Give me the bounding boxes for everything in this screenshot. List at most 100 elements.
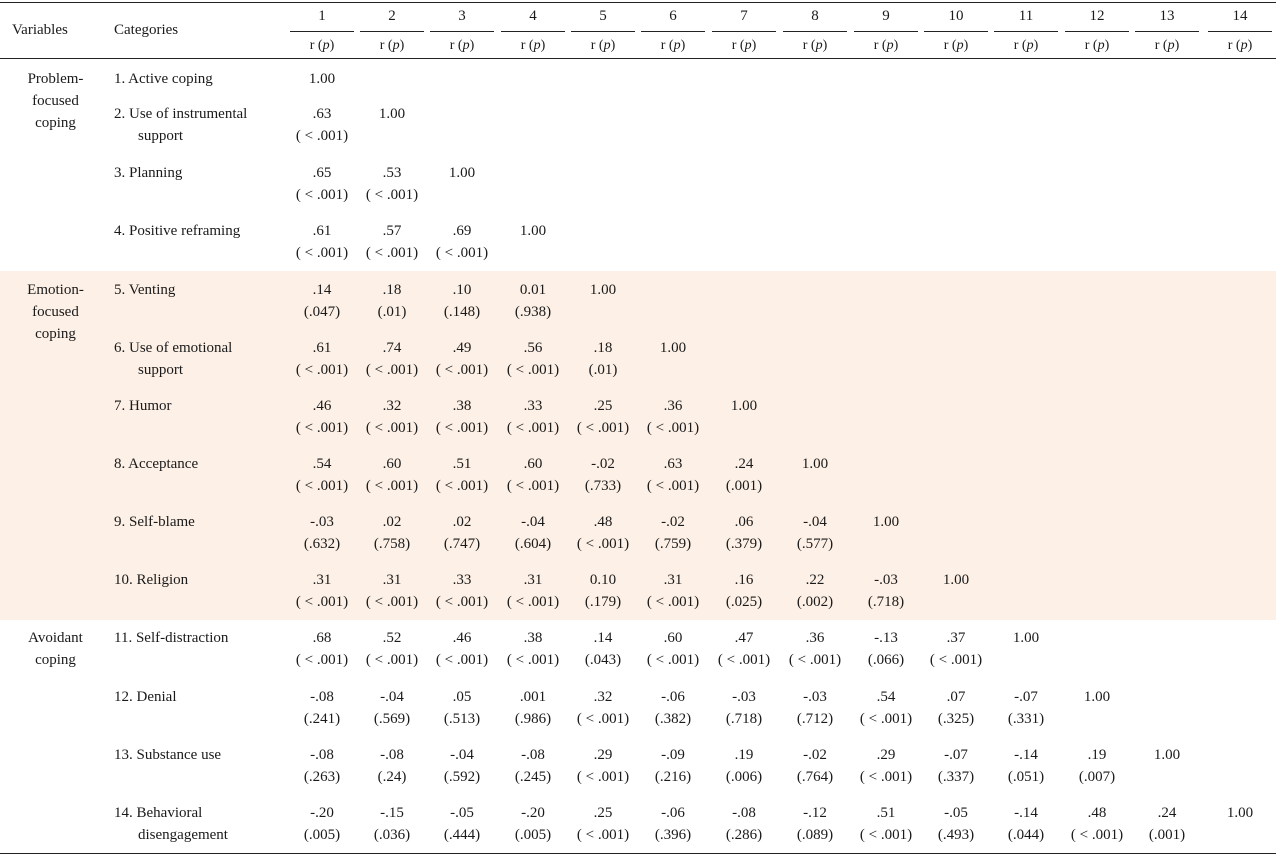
cell-p-value: (.036) xyxy=(373,827,411,843)
cell-p-value: ( < .001) xyxy=(365,652,419,668)
cell-p-value: (.712) xyxy=(796,711,834,727)
cell-p-value: ( < .001) xyxy=(295,245,349,261)
category-line: 4. Positive reframing xyxy=(114,223,241,239)
table-cell: .74 ( < .001) xyxy=(357,337,427,381)
column-underline xyxy=(571,31,635,32)
top-rule xyxy=(0,2,1276,3)
cell-p-value: ( < .001) xyxy=(506,420,560,436)
cell-r-value: -.20 xyxy=(310,805,334,821)
cell-p-value: ( < .001) xyxy=(576,769,630,785)
table-cell: .65 ( < .001) xyxy=(287,162,357,206)
table-cell: 1.00 xyxy=(287,68,357,90)
table-cell: -.20 (.005) xyxy=(287,802,357,846)
column-number: 8 xyxy=(811,8,819,24)
cell-r-value: -.03 xyxy=(310,514,334,530)
column-subheader: r (p) xyxy=(1154,38,1180,53)
cell-p-value: ( < .001) xyxy=(295,362,349,378)
table-cell: .14 (.047) xyxy=(287,279,357,323)
table-cell: .31 ( < .001) xyxy=(357,569,427,613)
cell-r-value: 1.00 xyxy=(589,282,617,298)
cell-p-value: ( < .001) xyxy=(646,478,700,494)
cell-r-value: .18 xyxy=(593,340,613,356)
table-cell: .31 ( < .001) xyxy=(638,569,708,613)
column-number: 14 xyxy=(1232,8,1248,24)
cell-r-value: .56 xyxy=(523,340,543,356)
table-cell: .52 ( < .001) xyxy=(357,627,427,671)
cell-p-value: (.179) xyxy=(584,594,622,610)
table-cell: -.09 (.216) xyxy=(638,744,708,788)
table-cell: -.07 (.337) xyxy=(921,744,991,788)
cell-p-value: (.066) xyxy=(867,652,905,668)
table-cell: .61 ( < .001) xyxy=(287,337,357,381)
cell-p-value: ( < .001) xyxy=(506,478,560,494)
category-label: 13. Substance use xyxy=(112,744,292,766)
cell-p-value: (.718) xyxy=(725,711,763,727)
table-cell: 1.00 xyxy=(638,337,708,359)
cell-r-value: .31 xyxy=(312,572,332,588)
cell-r-value: .10 xyxy=(452,282,472,298)
table-cell: 1.00 xyxy=(851,511,921,533)
category-label: 5. Venting xyxy=(112,279,292,301)
table-cell: .07 (.325) xyxy=(921,686,991,730)
cell-r-value: .36 xyxy=(805,630,825,646)
table-cell: 1.00 xyxy=(1132,744,1202,766)
cell-p-value: ( < .001) xyxy=(295,420,349,436)
cell-p-value: (.747) xyxy=(443,536,481,552)
cell-r-value: .46 xyxy=(452,630,472,646)
table-cell: .18 (.01) xyxy=(568,337,638,381)
p-symbol: p xyxy=(322,38,330,53)
column-underline xyxy=(924,31,988,32)
table-cell: .18 (.01) xyxy=(357,279,427,323)
table-cell: .31 ( < .001) xyxy=(287,569,357,613)
column-number: 9 xyxy=(882,8,890,24)
table-cell: .38 ( < .001) xyxy=(427,395,497,439)
cell-p-value: ( < .001) xyxy=(788,652,842,668)
table-cell: .60 ( < .001) xyxy=(638,627,708,671)
cell-r-value: 1.00 xyxy=(942,572,970,588)
table-cell: 1.00 xyxy=(780,453,850,475)
cell-p-value: (.286) xyxy=(725,827,763,843)
cell-r-value: .19 xyxy=(1087,747,1107,763)
cell-r-value: .05 xyxy=(452,689,472,705)
table-cell: 1.00 xyxy=(568,279,638,301)
cell-p-value: ( < .001) xyxy=(576,536,630,552)
cell-p-value: ( < .001) xyxy=(435,245,489,261)
cell-r-value: .36 xyxy=(663,398,683,414)
emotion-focused-band xyxy=(0,271,1276,620)
category-line: 12. Denial xyxy=(114,689,177,705)
cell-r-value: .51 xyxy=(876,805,896,821)
category-label: 3. Planning xyxy=(112,162,292,184)
cell-r-value: .22 xyxy=(805,572,825,588)
category-line: 10. Religion xyxy=(114,572,189,588)
table-cell: 1.00 xyxy=(1062,686,1132,708)
cell-r-value: -.04 xyxy=(450,747,474,763)
table-cell: 0.01 (.938) xyxy=(498,279,568,323)
variable-group-line: Emotion- xyxy=(27,282,84,298)
column-subheader: r (p) xyxy=(1013,38,1039,53)
table-cell: .51 ( < .001) xyxy=(427,453,497,497)
column-number: 3 xyxy=(458,8,466,24)
cell-r-value: -.06 xyxy=(661,689,685,705)
cell-r-value: 0.01 xyxy=(519,282,547,298)
cell-p-value: ( < .001) xyxy=(435,652,489,668)
column-underline xyxy=(1135,31,1199,32)
cell-r-value: 1.00 xyxy=(659,340,687,356)
p-symbol: p xyxy=(744,38,752,53)
table-cell: .24 (.001) xyxy=(709,453,779,497)
cell-r-value: -.03 xyxy=(732,689,756,705)
cell-p-value: (.001) xyxy=(1148,827,1186,843)
cell-p-value: ( < .001) xyxy=(365,245,419,261)
p-symbol: p xyxy=(392,38,400,53)
column-subheader: r (p) xyxy=(660,38,686,53)
table-cell: -.15 (.036) xyxy=(357,802,427,846)
cell-r-value: 1.00 xyxy=(801,456,829,472)
column-underline xyxy=(430,31,494,32)
column-number: 4 xyxy=(529,8,537,24)
category-label: 2. Use of instrumental support xyxy=(112,103,292,147)
cell-r-value: .32 xyxy=(593,689,613,705)
table-cell: .02 (.747) xyxy=(427,511,497,555)
table-cell: .49 ( < .001) xyxy=(427,337,497,381)
cell-r-value: 1.00 xyxy=(1153,747,1181,763)
cell-r-value: .14 xyxy=(593,630,613,646)
